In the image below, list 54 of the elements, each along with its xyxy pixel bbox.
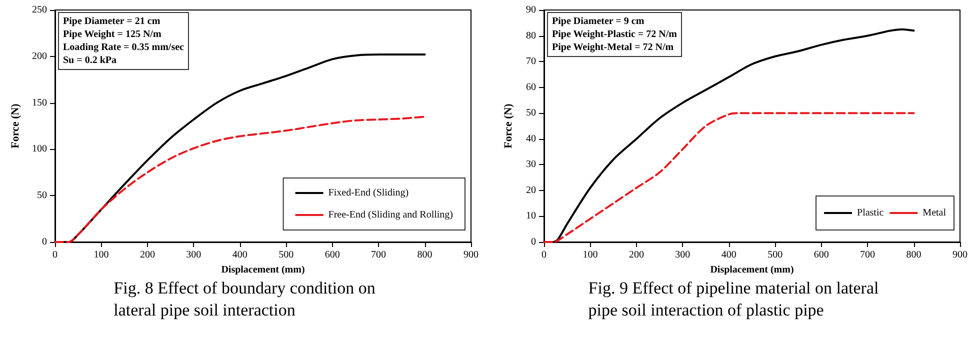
y-tick-label: 80 bbox=[526, 30, 536, 42]
x-tick-label: 700 bbox=[371, 250, 386, 260]
x-tick-label: 500 bbox=[767, 250, 782, 260]
x-tick-label: 700 bbox=[860, 250, 875, 260]
x-tick-label: 600 bbox=[813, 250, 828, 260]
x-tick-label: 300 bbox=[674, 250, 690, 260]
x-tick-label: 800 bbox=[417, 250, 432, 260]
x-tick-label: 900 bbox=[464, 250, 478, 260]
legend-label: Free-End (Sliding and Rolling) bbox=[328, 210, 454, 220]
y-tick-label: 70 bbox=[526, 56, 536, 68]
annotation: Su = 0.2 kPa bbox=[63, 55, 116, 66]
x-tick-label: 300 bbox=[186, 250, 202, 260]
text: Fig. 9 Effect of pipeline material on lateral pipe soil interaction of plastic pipe bbox=[588, 278, 879, 320]
x-tick-label: 0 bbox=[541, 250, 546, 260]
line-series bbox=[542, 112, 914, 243]
x-tick-label: 500 bbox=[278, 250, 294, 260]
annotation: Pipe Diameter = 9 cm bbox=[552, 16, 644, 27]
y-tick-label: 0 bbox=[42, 236, 47, 248]
x-tick-label: 800 bbox=[906, 250, 921, 260]
y-tick-label: 60 bbox=[526, 82, 536, 93]
x-tick-label: 900 bbox=[952, 250, 967, 260]
x-tick-label: 100 bbox=[582, 250, 598, 260]
y-tick-label: 50 bbox=[37, 190, 47, 202]
x-tick-label: 600 bbox=[324, 250, 340, 260]
annotation: Pipe Diameter = 21 cm bbox=[63, 16, 161, 27]
y-axis-title: Force (N) bbox=[502, 103, 514, 148]
annotation: Pipe Weight = 125 N/m bbox=[63, 29, 162, 40]
y-axis-title: Force (N) bbox=[10, 103, 22, 148]
annotation: Loading Rate = 0.35 mm/sec bbox=[63, 42, 185, 53]
x-tick-label: 400 bbox=[232, 250, 248, 260]
y-tick-label: 100 bbox=[32, 144, 47, 155]
legend-label: Fixed-End (Sliding) bbox=[328, 188, 409, 198]
y-tick-label: 40 bbox=[526, 133, 536, 144]
annotation: Pipe Weight-Plastic = 72 N/m bbox=[552, 29, 678, 40]
y-tick-label: 50 bbox=[526, 108, 536, 119]
x-tick-label: 200 bbox=[140, 250, 155, 260]
text: Fig. 8 Effect of boundary condition on lateral pipe soil interaction bbox=[114, 278, 376, 320]
y-tick-label: 90 bbox=[526, 4, 536, 16]
y-tick-label: 20 bbox=[526, 184, 536, 196]
y-tick-label: 10 bbox=[526, 210, 536, 222]
legend-label: Plastic bbox=[856, 208, 884, 218]
y-tick-label: 30 bbox=[526, 159, 536, 170]
y-tick-label: 150 bbox=[32, 97, 47, 108]
x-axis-title: Displacement (mm) bbox=[221, 264, 305, 276]
y-tick-label: 200 bbox=[32, 50, 47, 62]
x-tick-label: 0 bbox=[52, 250, 58, 260]
x-tick-label: 200 bbox=[628, 250, 644, 260]
x-tick-label: 100 bbox=[94, 250, 109, 260]
legend-label: Metal bbox=[922, 208, 946, 218]
y-tick-label: 250 bbox=[32, 4, 47, 16]
annotation: Pipe Weight-Metal = 72 N/m bbox=[552, 42, 674, 53]
y-tick-label: 0 bbox=[530, 236, 536, 248]
x-axis-title: Displacement (mm) bbox=[710, 264, 794, 276]
x-tick-label: 400 bbox=[720, 250, 736, 260]
